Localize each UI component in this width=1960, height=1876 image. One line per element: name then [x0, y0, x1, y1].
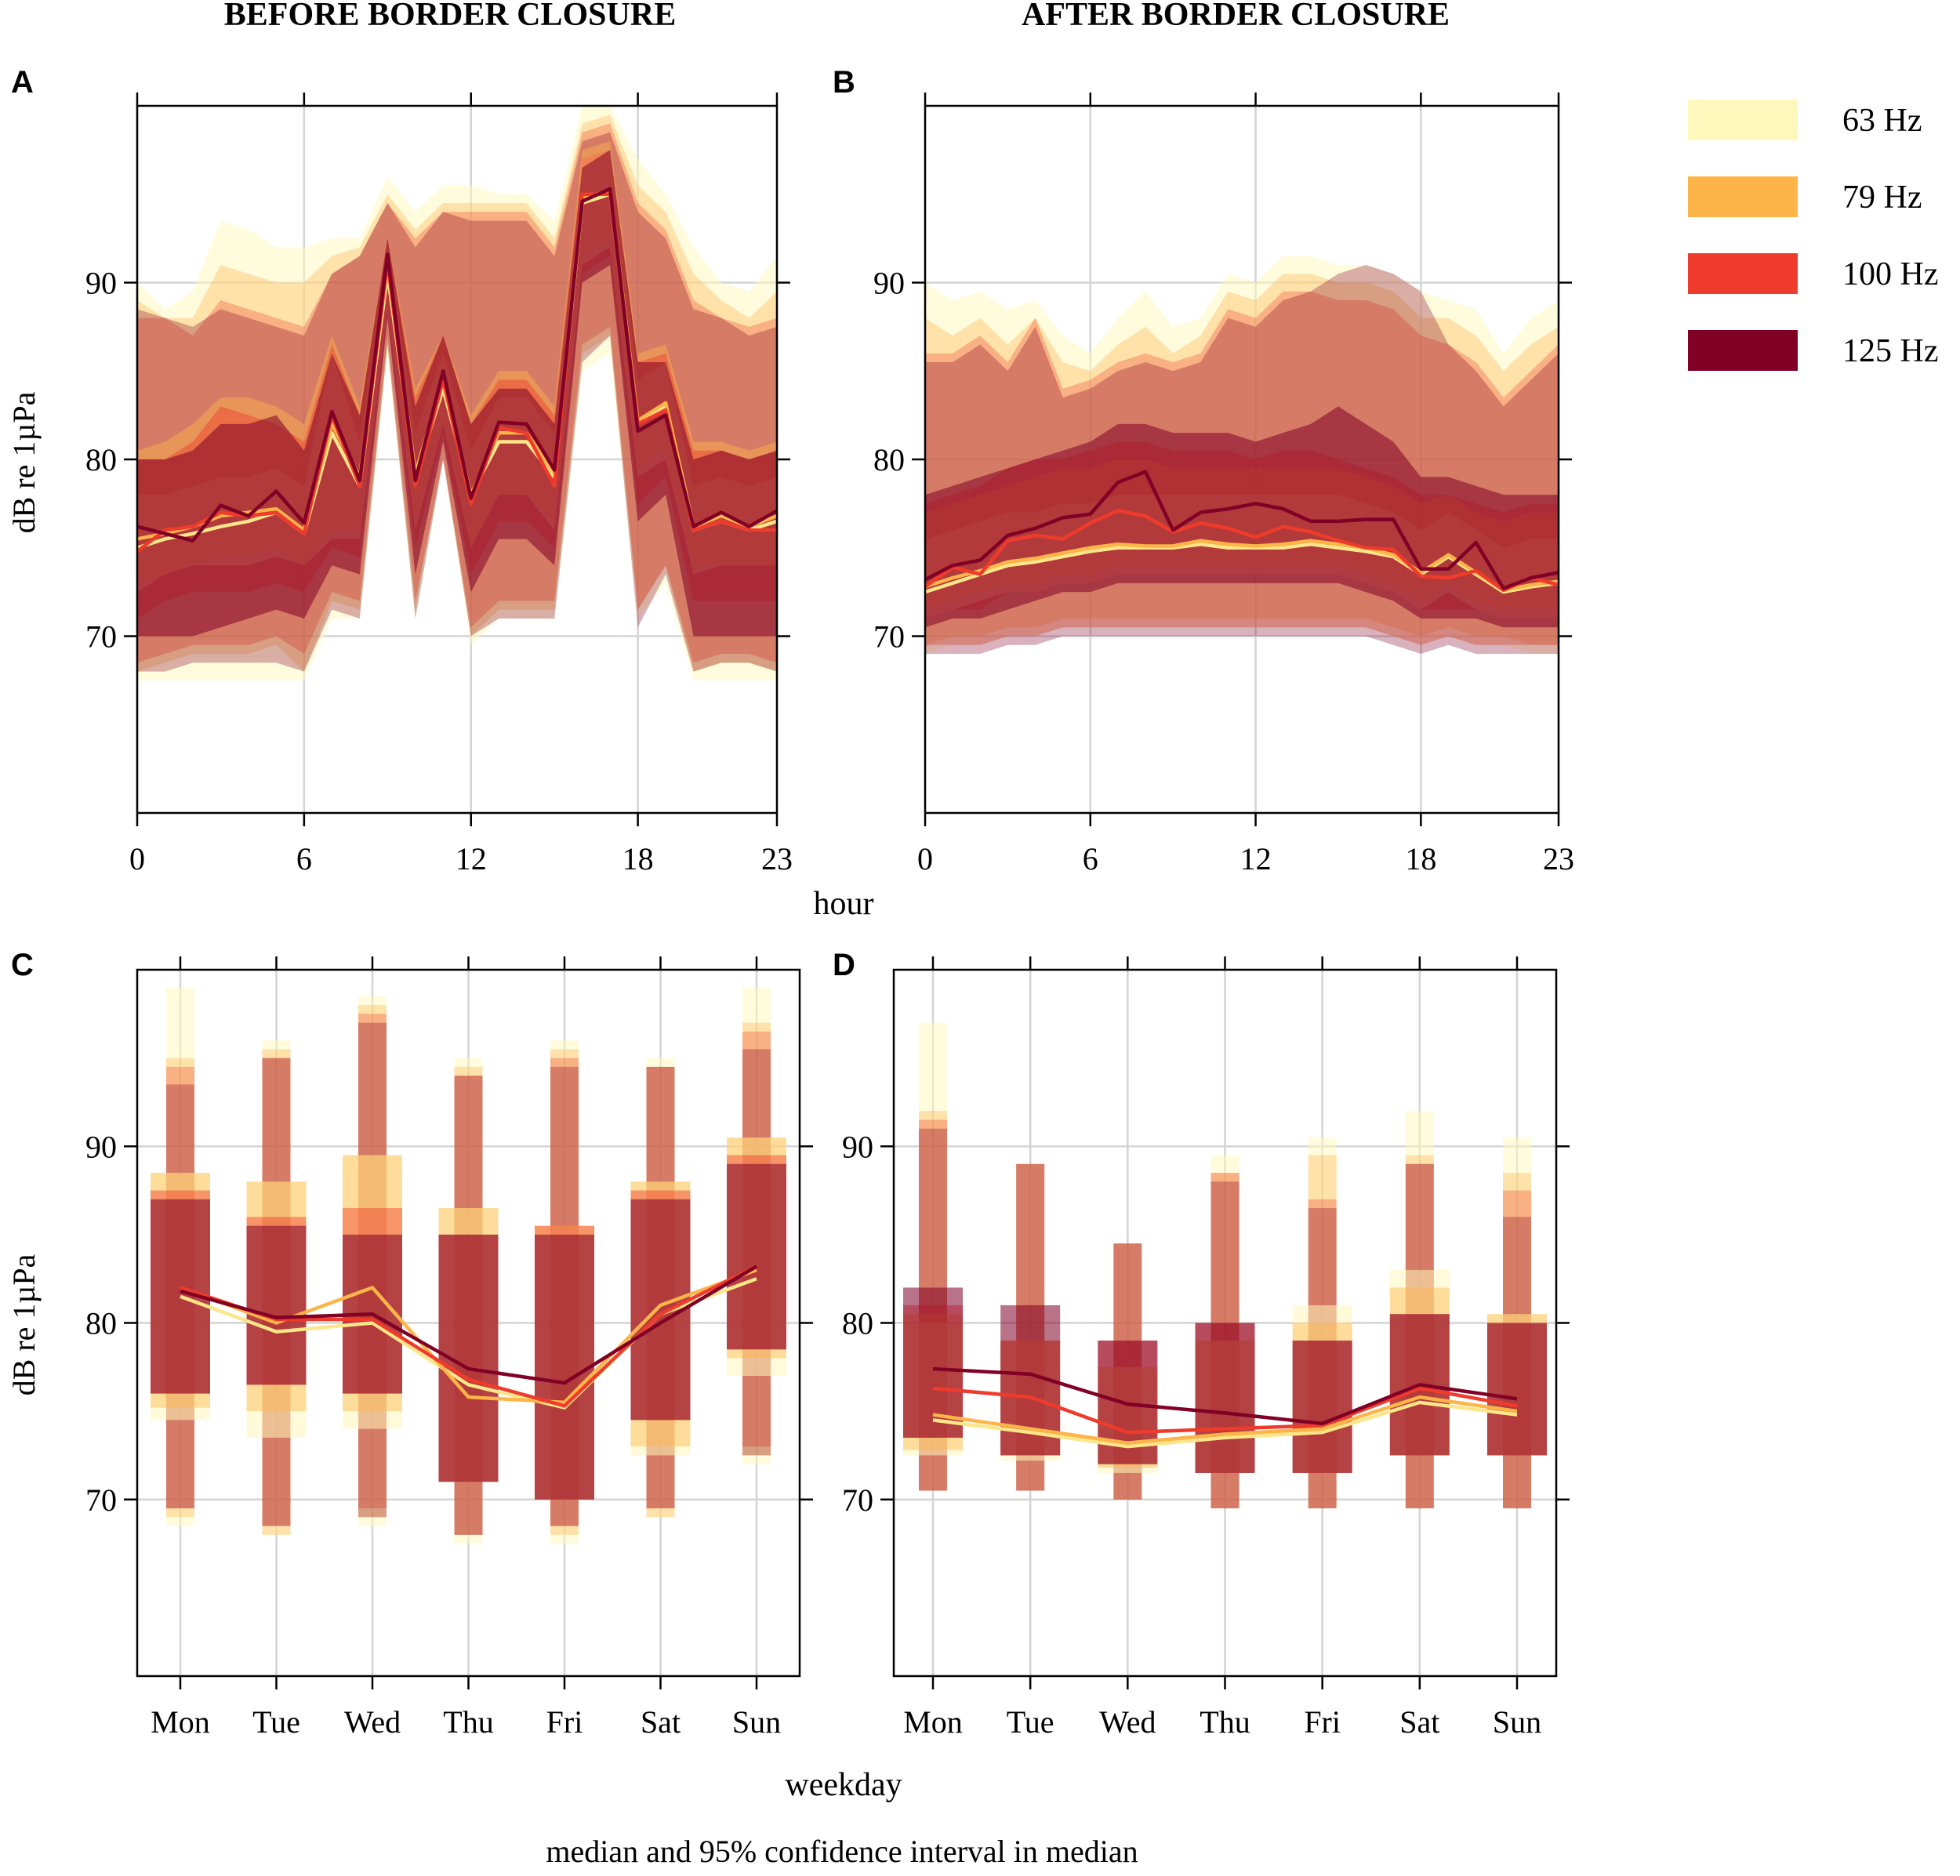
median-line-100-hz [180, 1265, 758, 1408]
x-tick-label: Mon [151, 1704, 210, 1740]
x-tick-label: Sat [641, 1704, 681, 1740]
y-tick-label: 70 [85, 619, 117, 655]
x-tick-label: Thu [1200, 1704, 1250, 1740]
x-tick-label: 12 [456, 841, 487, 876]
median-line-63-hz [932, 1400, 1518, 1449]
ci-band-inner-125-hz [925, 406, 1559, 628]
x-tick-label: Fri [1304, 1704, 1341, 1740]
y-tick-label: 70 [873, 619, 905, 655]
median-line-125-hz [924, 470, 1559, 590]
median-line-79-hz [924, 539, 1559, 593]
panel-b: 0 6 12 18 23 70 80 90 [873, 93, 1574, 876]
ci-bar-inner-125-hz [1487, 1323, 1547, 1456]
y-tick-label: 80 [85, 442, 117, 477]
x-tick-label: 23 [1543, 841, 1574, 876]
x-tick-label: Tue [1007, 1704, 1054, 1740]
x-axis-label-hour: hour [814, 886, 874, 922]
median-line-100-hz [924, 509, 1559, 593]
legend-swatch-100-hz [1688, 253, 1798, 294]
ci-bar-inner-125-hz [903, 1287, 963, 1438]
x-tick-label: 23 [761, 841, 793, 876]
legend-label-125-hz: 125 Hz [1842, 333, 1938, 369]
x-tick-label: Mon [903, 1704, 963, 1740]
legend-label-100-hz: 100 Hz [1842, 256, 1938, 292]
panel-letter-d: D [833, 948, 855, 982]
panel-c: Mon Tue Wed Thu Fri Sat Sun 70 80 90 [85, 956, 813, 1740]
median-line-79-hz [180, 1268, 757, 1405]
panel-letter-a: A [11, 65, 34, 100]
legend-label-63-hz: 63 Hz [1842, 103, 1922, 139]
x-tick-label: Sat [1399, 1704, 1439, 1740]
panel-a: 0 6 12 18 23 70 80 90 [85, 93, 793, 876]
y-axis-label-bottom: dB re 1µPa [6, 1254, 42, 1395]
panel-letter-b: B [833, 65, 855, 100]
x-tick-label: Sun [1493, 1704, 1541, 1740]
median-line-79-hz [932, 1395, 1518, 1445]
x-axis-label-weekday: weekday [785, 1767, 902, 1803]
y-axis-label-top: dB re 1µPa [6, 391, 42, 533]
title-after: AFTER BORDER CLOSURE [1022, 0, 1450, 33]
y-tick-label: 90 [85, 266, 117, 301]
title-before: BEFORE BORDER CLOSURE [224, 0, 676, 33]
median-line-125-hz [180, 1265, 758, 1385]
x-tick-label: 6 [296, 841, 312, 876]
legend-swatch-125-hz [1688, 330, 1798, 371]
y-tick-label: 90 [842, 1129, 873, 1164]
x-tick-label: Wed [1099, 1704, 1156, 1740]
ci-bar-inner-125-hz [1292, 1341, 1352, 1473]
legend-swatch-63-hz [1688, 100, 1798, 140]
x-tick-label: 18 [622, 841, 654, 876]
panel-letter-c: C [11, 948, 34, 982]
x-tick-label: 0 [917, 841, 933, 876]
legend: 63 Hz 79 Hz 100 Hz 125 Hz [1688, 100, 1938, 371]
panel-d: Mon Tue Wed Thu Fri Sat Sun 70 80 90 [842, 956, 1570, 1740]
y-tick-label: 90 [873, 266, 905, 301]
y-tick-label: 90 [85, 1129, 117, 1164]
median-line-125-hz [136, 187, 779, 542]
x-tick-label: Sun [732, 1704, 781, 1740]
x-tick-label: Fri [546, 1704, 583, 1740]
y-tick-label: 70 [842, 1482, 873, 1518]
x-tick-label: 0 [129, 841, 145, 876]
median-line-125-hz [932, 1366, 1518, 1426]
y-tick-label: 70 [85, 1482, 117, 1518]
y-tick-label: 80 [873, 442, 905, 477]
median-line-100-hz [932, 1386, 1518, 1435]
ci-bar-inner-125-hz [727, 1163, 786, 1350]
ci-bar-inner-125-hz [535, 1234, 594, 1500]
x-tick-label: 6 [1083, 841, 1098, 876]
ci-bar-inner-125-hz [246, 1225, 307, 1385]
x-tick-label: 18 [1405, 841, 1436, 876]
caption: median and 95% confidence interval in me… [546, 1834, 1138, 1869]
y-tick-label: 80 [842, 1306, 873, 1341]
y-tick-label: 80 [85, 1306, 117, 1341]
x-tick-label: Thu [443, 1704, 493, 1740]
ci-bar-inner-125-hz [1195, 1323, 1255, 1473]
x-tick-label: Wed [344, 1704, 401, 1740]
legend-label-79-hz: 79 Hz [1842, 180, 1922, 216]
x-tick-label: Tue [252, 1704, 300, 1740]
legend-swatch-79-hz [1688, 176, 1798, 217]
x-tick-label: 12 [1240, 841, 1272, 876]
